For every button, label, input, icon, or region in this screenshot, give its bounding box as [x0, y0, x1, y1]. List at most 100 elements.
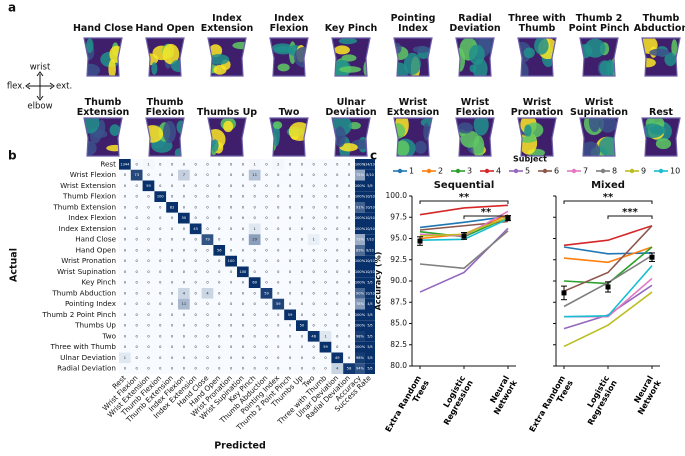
map-outline: [517, 37, 557, 77]
matrix-cell: [154, 363, 167, 374]
significance-label: **: [481, 207, 492, 218]
cell-value: 0: [136, 184, 139, 188]
cell-value: 1: [254, 227, 256, 231]
map-outline: [331, 117, 371, 157]
cell-value: 0: [230, 248, 233, 252]
matrix-cell: [213, 298, 226, 310]
matrix-cell: [142, 212, 155, 224]
cell-value: 0: [324, 162, 327, 166]
map-blob: [106, 144, 122, 152]
matrix-cell: [213, 223, 226, 235]
success-rate: 7/10: [366, 238, 373, 242]
gesture-map: [207, 37, 247, 77]
matrix-cell: [296, 363, 308, 374]
cell-value: 0: [324, 281, 327, 285]
success-rate: 8/10: [366, 173, 373, 177]
orientation-label: wrist: [30, 63, 51, 73]
success-rate: 4/5: [367, 302, 372, 306]
matrix-cell: [237, 212, 249, 224]
cell-value: 0: [230, 281, 233, 285]
accuracy-label: 73%: [356, 238, 365, 242]
cell-value: 0: [171, 313, 174, 317]
cell-value: 0: [242, 195, 245, 199]
cell-value: 0: [313, 313, 316, 317]
accuracy-label: 78%: [356, 302, 365, 306]
cell-value: 0: [324, 248, 327, 252]
matrix-cell: [142, 191, 155, 202]
success-rate: 5/5: [367, 281, 372, 285]
matrix-cell: [284, 159, 296, 170]
significance-bracket: [419, 200, 509, 204]
matrix-cell: [296, 212, 308, 224]
cell-value: 0: [171, 195, 174, 199]
cell-value: 0: [324, 270, 327, 274]
cell-value: 49: [335, 356, 340, 360]
cell-value: 0: [265, 313, 268, 317]
matrix-cell: [201, 223, 214, 235]
accuracy-label: 91%: [356, 205, 365, 209]
matrix-cell: [296, 341, 308, 353]
cell-value: 0: [254, 313, 257, 317]
cell-value: 0: [289, 205, 292, 209]
cell-value: 0: [171, 227, 174, 231]
matrix-cell: [272, 266, 285, 278]
map-blob: [395, 140, 410, 156]
matrix-cell: [154, 180, 167, 192]
matrix-cell: [178, 341, 190, 353]
matrix-cell: [343, 255, 355, 267]
cell-value: 0: [159, 205, 162, 209]
cell-value: 0: [324, 259, 327, 263]
cell-value: 0: [206, 184, 209, 188]
legend-title: Subject: [513, 155, 547, 164]
cell-value: 0: [277, 195, 280, 199]
map-blob: [588, 118, 601, 133]
matrix-cell: [260, 363, 273, 374]
legend-label: 8: [612, 167, 617, 176]
cell-value: 0: [242, 334, 245, 338]
matrix-cell: [343, 309, 355, 321]
matrix-cell: [284, 169, 296, 181]
cell-value: 0: [313, 291, 316, 295]
row-label: Hand Open: [76, 245, 116, 254]
cell-value: 0: [265, 281, 268, 285]
matrix-cell: [154, 245, 167, 256]
matrix-cell: [154, 288, 167, 299]
matrix-cell: [331, 288, 344, 299]
legend-marker: [571, 168, 577, 174]
matrix-cell: [343, 288, 355, 299]
cell-value: 1: [254, 162, 256, 166]
matrix-cell: [272, 331, 285, 342]
cell-value: 0: [254, 324, 257, 328]
matrix-cell: [213, 169, 226, 181]
map-blob: [457, 122, 474, 134]
cell-value: 0: [183, 345, 186, 349]
cell-value: 0: [230, 270, 233, 274]
matrix-cell: [284, 180, 296, 192]
cell-value: 0: [206, 345, 209, 349]
matrix-cell: [201, 341, 214, 353]
cell-value: 0: [171, 324, 174, 328]
matrix-cell: [142, 331, 155, 342]
matrix-cell: [119, 277, 131, 288]
cell-value: 0: [183, 238, 186, 242]
cell-value: 0: [289, 345, 292, 349]
cell-value: 0: [124, 216, 127, 220]
cell-value: 0: [171, 238, 174, 242]
matrix-cell: [178, 352, 190, 364]
matrix-cell: [201, 352, 214, 364]
matrix-cell: [284, 255, 296, 267]
matrix-cell: [166, 341, 178, 353]
cell-value: 0: [301, 173, 304, 177]
matrix-cell: [154, 309, 167, 321]
matrix-cell: [307, 288, 320, 299]
matrix-cell: [260, 288, 273, 299]
matrix-cell: [154, 234, 167, 245]
gesture-map: [207, 117, 247, 157]
cell-value: 0: [277, 356, 280, 360]
matrix-cell: [142, 309, 155, 321]
map-blob: [151, 62, 158, 75]
cell-value: 0: [324, 205, 327, 209]
map-outline: [207, 117, 247, 157]
matrix-cell: [225, 331, 237, 342]
cell-value: 0: [301, 345, 304, 349]
